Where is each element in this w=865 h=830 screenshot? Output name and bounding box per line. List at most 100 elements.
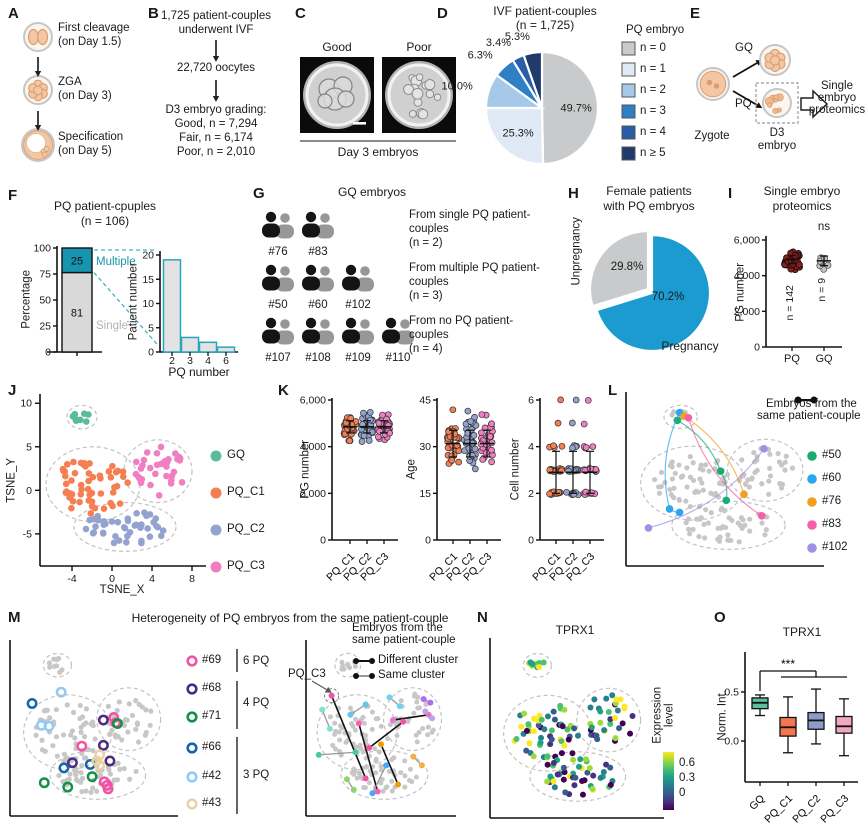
l-legend-label: #76 (822, 495, 842, 507)
panel-label-i: I (728, 185, 733, 202)
d3-embryo-label2: embryo (757, 140, 797, 152)
expression-label2: level (663, 703, 676, 728)
tick-label: 5 (26, 441, 32, 453)
step-zga: ZGA (58, 76, 82, 88)
gq-source-desc: (n = 4) (409, 343, 443, 355)
percentage-axis-label: Percentage (20, 269, 33, 329)
panel-i: 0 2,000 4,000 6,000 PQ GQ (734, 235, 842, 365)
m-legend-title2: same patient-couple (352, 634, 456, 646)
o-category-label: PQ_C1 (762, 793, 795, 826)
tick-label: 2 (528, 488, 534, 500)
oocytes-line: 22,720 oocytes (176, 62, 256, 74)
tick-label: 3 (187, 355, 193, 367)
panel-label-m: M (8, 609, 21, 626)
tick-label: 0 (109, 573, 115, 585)
norm-int-axis-label: Norm. Int. (716, 690, 729, 741)
gq-source-desc: From single PQ patient- (409, 209, 531, 221)
tick-label: 4 (149, 573, 155, 585)
gq-source-desc: couples (409, 276, 449, 288)
n9-label: n = 9 (816, 277, 829, 302)
pq-couples-title1: PQ patient-cpuples (53, 199, 157, 213)
group-4pq-label: 4 PQ (243, 697, 270, 709)
couple-id: #107 (265, 352, 291, 364)
expression-colorbar (663, 752, 674, 810)
pie-legend-item: n = 2 (640, 84, 666, 96)
tick-label: 6 (528, 395, 534, 407)
female-patients-title2: with PQ embryos (603, 199, 695, 213)
tick-label: 4,000 (734, 270, 760, 282)
tick-label: 6,000 (734, 235, 760, 247)
step-specification-day: (on Day 5) (58, 145, 112, 157)
tick-label: 49.7% (561, 103, 592, 115)
l-legend-label: #83 (822, 518, 842, 530)
m-legend-id: #71 (202, 710, 222, 722)
legend-swatch (621, 41, 636, 56)
l-legend-title2: same patient-couple (757, 410, 861, 422)
panel-label-e: E (690, 5, 701, 22)
grading-good: Good, n = 7,294 (174, 118, 258, 130)
unpregnancy-pct: 29.8% (610, 261, 644, 273)
couple-id: #108 (305, 352, 331, 364)
zygote-label: Zygote (694, 130, 730, 142)
m-legend-id: #68 (202, 682, 222, 694)
tprx1-box-title: TPRX1 (782, 625, 822, 639)
patient-number-axis-label: Patient number (127, 262, 140, 341)
panel-label-k: K (278, 382, 289, 399)
o-category-label: PQ_C3 (818, 793, 851, 826)
pq-embryo-legend-title: PQ embryo (626, 24, 685, 36)
tick-label: 6.3% (468, 49, 493, 61)
tick-label: PQ (784, 353, 800, 365)
panel-label-h: H (568, 185, 579, 202)
tick-label: -4 (67, 573, 76, 585)
grading-poor: Poor, n = 2,010 (176, 146, 256, 158)
single-segment-label: Single (96, 320, 128, 332)
tick-label: 0 (26, 485, 32, 497)
single-embryo-label1: Single (821, 80, 853, 92)
pie-legend-item: n = 1 (640, 63, 666, 75)
pie-legend-item: n ≥ 5 (640, 147, 666, 159)
unpregnancy-label: Unpregnancy (570, 217, 583, 286)
tick-label: 0 (148, 347, 154, 359)
tick-label: 10.0% (442, 81, 473, 93)
grading-title: D3 embryo grading: (165, 104, 267, 116)
tick-label: -5 (23, 528, 32, 540)
step-first-cleavage-day: (on Day 1.5) (58, 36, 122, 48)
tick-label: 2 (169, 355, 175, 367)
tick-label: 0 (45, 347, 51, 359)
legend-swatch (621, 83, 636, 98)
panel-n (489, 638, 674, 819)
single-embryo-label2: embryo (817, 92, 857, 104)
pie-legend-item: n = 4 (640, 126, 666, 138)
tick-label: 0 (320, 535, 326, 547)
tick-label: 4,000 (300, 441, 326, 453)
cbar-tick-03: 0.3 (679, 772, 695, 784)
pq-number-axis-label: PQ number (168, 365, 230, 379)
pq-c3-annotation: PQ_C3 (288, 668, 326, 680)
proteomics-title1: Single embryo (763, 184, 841, 198)
tick-label: 0 (754, 342, 760, 354)
cluster-legend-dot (210, 524, 222, 536)
k-pg-number-label: PG number (299, 439, 312, 499)
panel-e (696, 44, 829, 124)
cluster-legend-label: PQ_C2 (227, 523, 265, 535)
tick-label: 15 (419, 488, 431, 500)
k-cell-number-label: Cell number (509, 438, 522, 501)
panel-label-o: O (714, 609, 726, 626)
gq-arrow-label: GQ (735, 42, 753, 54)
tick-label: 6 (223, 355, 229, 367)
female-patients-title1: Female patients (606, 184, 692, 198)
gq-source-desc: From multiple PQ patient- (409, 262, 541, 274)
couple-id: #110 (385, 352, 411, 364)
tprx1-tsne-title: TPRX1 (555, 623, 595, 637)
tick-label: 45 (419, 395, 431, 407)
panel-label-b: B (148, 5, 159, 22)
single-embryo-label3: proteomics (808, 104, 865, 116)
couple-id: #60 (308, 299, 328, 311)
gq-source-desc: couples (409, 223, 449, 235)
panel-label-c: C (295, 5, 306, 22)
panel-l (625, 392, 824, 567)
cbar-tick-0: 0 (679, 787, 686, 799)
pregnancy-label: Pregnancy (661, 339, 719, 353)
unpregnancy-slice (588, 229, 650, 308)
